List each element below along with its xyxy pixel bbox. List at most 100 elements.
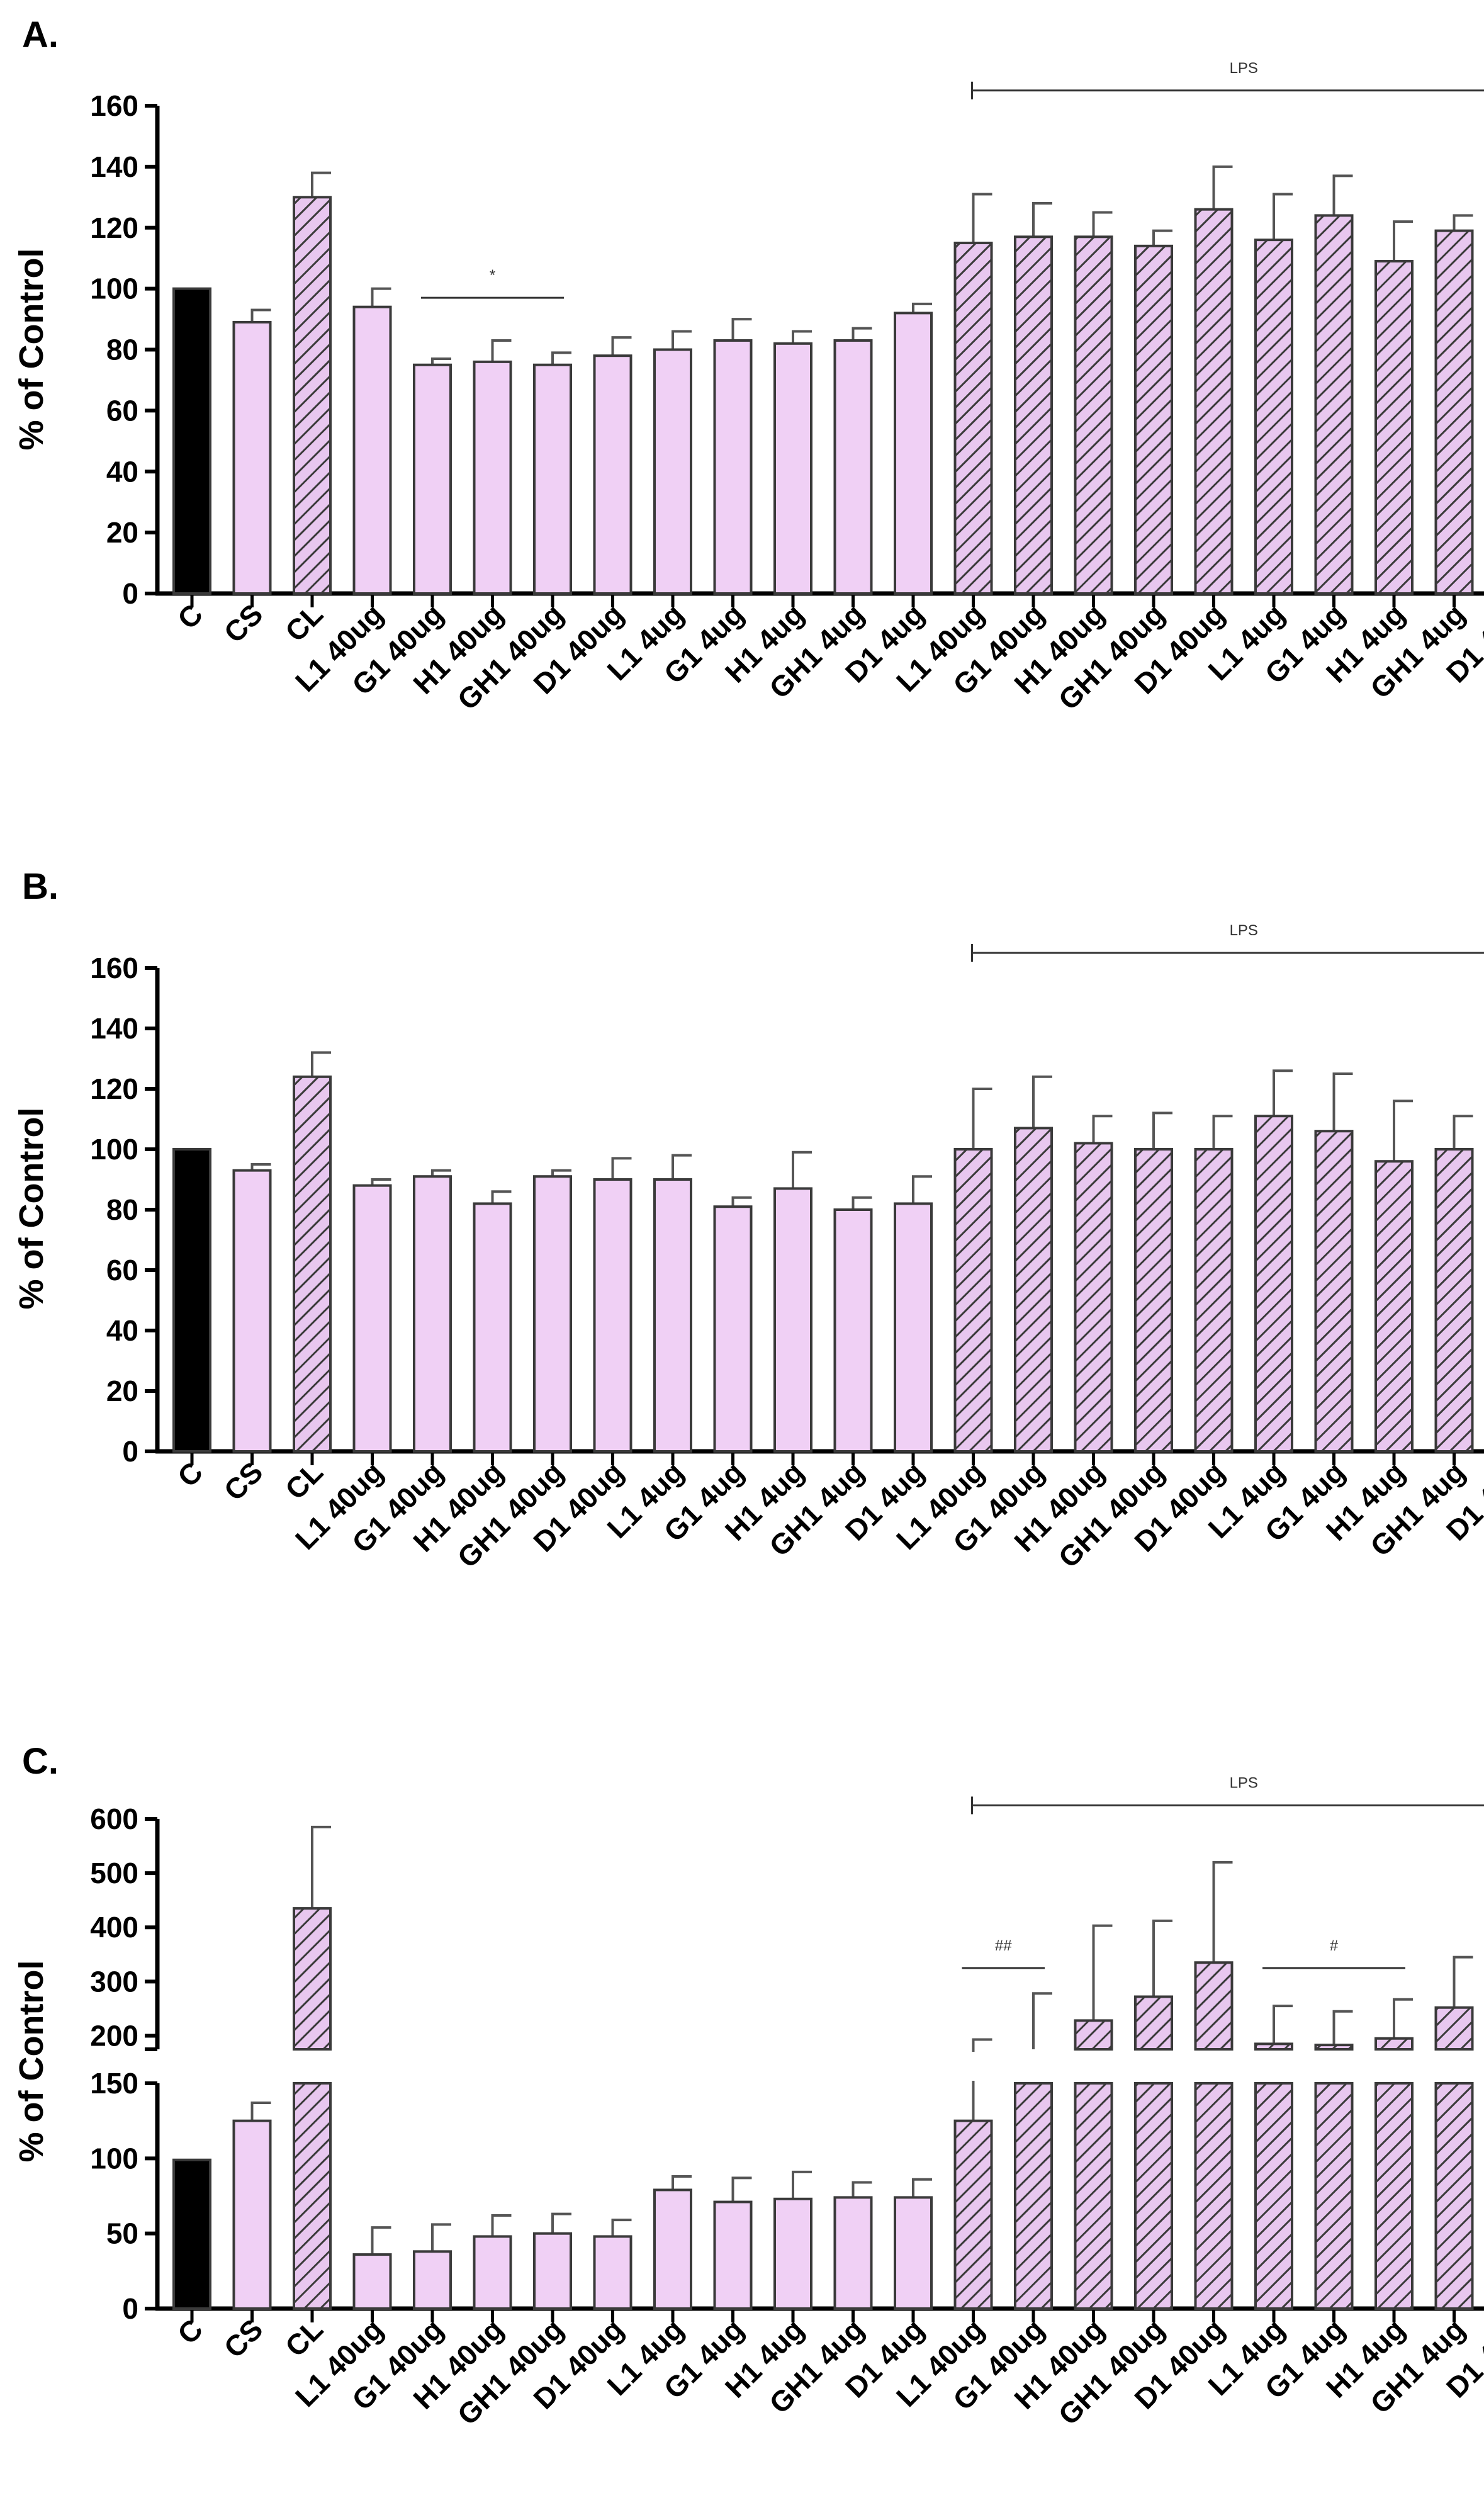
annotation-text-1: # xyxy=(1330,1937,1339,1954)
bar-4 xyxy=(413,1175,452,1453)
y-tick-label-1: 20 xyxy=(106,516,138,549)
bar-2 xyxy=(293,196,332,595)
y-tick-label-upper-1: 300 xyxy=(90,1965,138,1998)
y-tick-label-upper-0: 200 xyxy=(90,2019,138,2052)
y-tick-label-lower-2: 100 xyxy=(90,2142,138,2175)
bar-1 xyxy=(232,320,272,595)
annotation-text-1: LPS xyxy=(1230,60,1258,77)
category-label-2: CL xyxy=(279,2312,329,2363)
panel-c-chart: C.% of Control 200300400500600050100150##… xyxy=(13,1741,1484,2431)
bar-19 xyxy=(1314,214,1354,595)
bar-5 xyxy=(473,360,512,595)
bar-8 xyxy=(653,2188,692,2310)
annotation-text-0: ## xyxy=(995,1937,1012,1954)
category-label-1: CS xyxy=(218,597,269,649)
bar-17 xyxy=(1194,208,1234,595)
bar-15 xyxy=(1074,1142,1113,1453)
bar-21 xyxy=(1434,1148,1474,1453)
bar-4 xyxy=(413,2250,452,2310)
annotation-text-0: LPS xyxy=(1230,922,1258,939)
bar-11 xyxy=(833,1208,873,1453)
bar-13 xyxy=(953,1148,993,1453)
bar-6 xyxy=(533,1175,572,1453)
bar-3 xyxy=(352,2253,392,2310)
bar-9 xyxy=(713,2200,753,2310)
bar-lower-18 xyxy=(1254,2082,1293,2310)
panel-label: A. xyxy=(22,14,59,55)
bar-10 xyxy=(773,342,812,595)
y-tick-label-5: 100 xyxy=(90,273,138,305)
bar-11 xyxy=(833,2196,873,2310)
y-tick-label-6: 120 xyxy=(90,1072,138,1105)
y-tick-label-lower-1: 50 xyxy=(106,2217,138,2250)
y-tick-label-6: 120 xyxy=(90,211,138,244)
y-tick-label-lower-3: 150 xyxy=(90,2067,138,2100)
bar-lower-14 xyxy=(1014,2082,1053,2310)
y-tick-label-2: 40 xyxy=(106,455,138,488)
bar-lower-15 xyxy=(1074,2082,1113,2310)
y-tick-label-3: 60 xyxy=(106,394,138,427)
bar-upper-15 xyxy=(1074,2019,1113,2051)
y-tick-label-4: 80 xyxy=(106,1193,138,1226)
y-tick-label-7: 140 xyxy=(90,150,138,183)
bar-3 xyxy=(352,1184,392,1453)
bar-10 xyxy=(773,2197,812,2310)
y-axis-title: % of Control xyxy=(13,1108,50,1310)
bar-lower-19 xyxy=(1314,2082,1354,2310)
annotation-text-0: * xyxy=(490,267,495,284)
bar-14 xyxy=(1014,235,1053,595)
y-axis-title: % of Control xyxy=(13,1961,50,2163)
bar-lower-20 xyxy=(1374,2082,1414,2310)
bar-7 xyxy=(593,1178,632,1453)
category-label-0: C xyxy=(171,1455,209,1493)
y-axis-title: % of Control xyxy=(13,249,50,451)
category-label-0: C xyxy=(171,597,209,635)
bar-3 xyxy=(352,305,392,595)
category-label-2: CL xyxy=(279,1455,329,1505)
bar-0 xyxy=(172,2158,211,2310)
y-tick-label-0: 0 xyxy=(122,577,138,610)
bar-0 xyxy=(172,287,211,595)
y-tick-label-7: 140 xyxy=(90,1012,138,1045)
y-tick-label-lower-0: 0 xyxy=(122,2292,138,2325)
bar-16 xyxy=(1134,244,1173,595)
bar-13 xyxy=(953,2119,993,2310)
bar-0 xyxy=(172,1148,211,1453)
bar-upper-2 xyxy=(293,1907,332,2051)
axis-break-gap xyxy=(138,2052,1484,2081)
bar-upper-18 xyxy=(1254,2042,1293,2051)
bar-16 xyxy=(1134,1148,1173,1453)
bar-upper-16 xyxy=(1134,1995,1173,2051)
bar-2 xyxy=(293,1075,332,1453)
bar-lower-21 xyxy=(1434,2082,1474,2310)
bar-lower-17 xyxy=(1194,2082,1234,2310)
bar-8 xyxy=(653,1178,692,1453)
y-tick-label-5: 100 xyxy=(90,1133,138,1166)
bar-8 xyxy=(653,348,692,595)
y-tick-label-1: 20 xyxy=(106,1375,138,1407)
bar-18 xyxy=(1254,239,1293,595)
bar-6 xyxy=(533,2232,572,2310)
panel-a-chart: A. % of Control 0 20 40 60 80 100 120 140 160 * LPS C… xyxy=(13,14,1484,716)
bar-6 xyxy=(533,363,572,595)
y-tick-label-8: 160 xyxy=(90,89,138,122)
category-label-2: CL xyxy=(279,597,329,648)
bar-12 xyxy=(894,2196,933,2310)
bar-1 xyxy=(232,2119,272,2310)
panel-label: C. xyxy=(22,1741,59,1782)
annotation-text-2: LPS xyxy=(1230,1774,1258,1791)
bar-lower-16 xyxy=(1134,2082,1173,2310)
bar-7 xyxy=(593,354,632,595)
bar-lower-2 xyxy=(293,2082,332,2310)
bar-18 xyxy=(1254,1115,1293,1453)
bar-19 xyxy=(1314,1130,1354,1453)
bar-7 xyxy=(593,2235,632,2310)
bar-20 xyxy=(1374,260,1414,595)
y-tick-label-8: 160 xyxy=(90,952,138,984)
bar-14 xyxy=(1014,1127,1053,1453)
category-label-1: CS xyxy=(218,2312,269,2364)
y-tick-label-2: 40 xyxy=(106,1314,138,1347)
bar-4 xyxy=(413,363,452,595)
